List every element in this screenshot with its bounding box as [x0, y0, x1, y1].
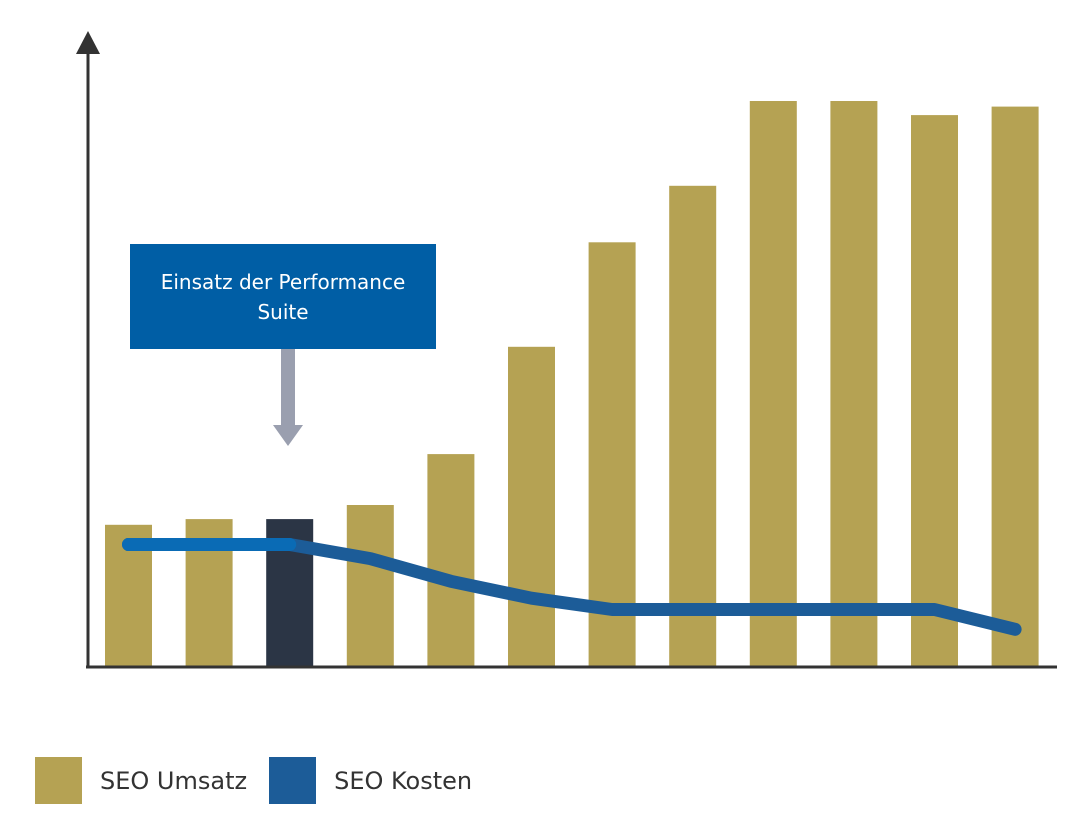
bar [508, 346, 555, 666]
axes-group [76, 31, 1057, 669]
legend-item-seo-kosten: SEO Kosten [269, 757, 494, 804]
bars-group [105, 101, 1039, 667]
bar [669, 185, 717, 667]
legend: SEO Umsatz SEO Kosten [35, 757, 494, 804]
annotation-callout: Einsatz der Performance Suite [130, 244, 436, 349]
callout-arrow-head-icon [273, 425, 303, 446]
legend-swatch-kosten [269, 757, 317, 804]
line-group [122, 538, 1022, 636]
bar [588, 242, 636, 667]
seo-kosten-line [122, 538, 1022, 636]
bar [346, 505, 394, 666]
legend-label-kosten: SEO Kosten [334, 766, 473, 795]
bar [830, 101, 878, 666]
bar [911, 115, 958, 667]
callout-arrow-shaft [281, 349, 295, 427]
bar [427, 454, 475, 666]
bar [749, 101, 797, 666]
bar [991, 106, 1039, 667]
y-axis-arrow-icon [76, 31, 100, 54]
legend-label-umsatz: SEO Umsatz [100, 766, 248, 795]
legend-swatch-umsatz [35, 757, 82, 804]
legend-item-seo-umsatz: SEO Umsatz [35, 757, 269, 804]
annotation-group [273, 349, 303, 446]
annotation-text: Einsatz der Performance Suite [160, 269, 406, 324]
